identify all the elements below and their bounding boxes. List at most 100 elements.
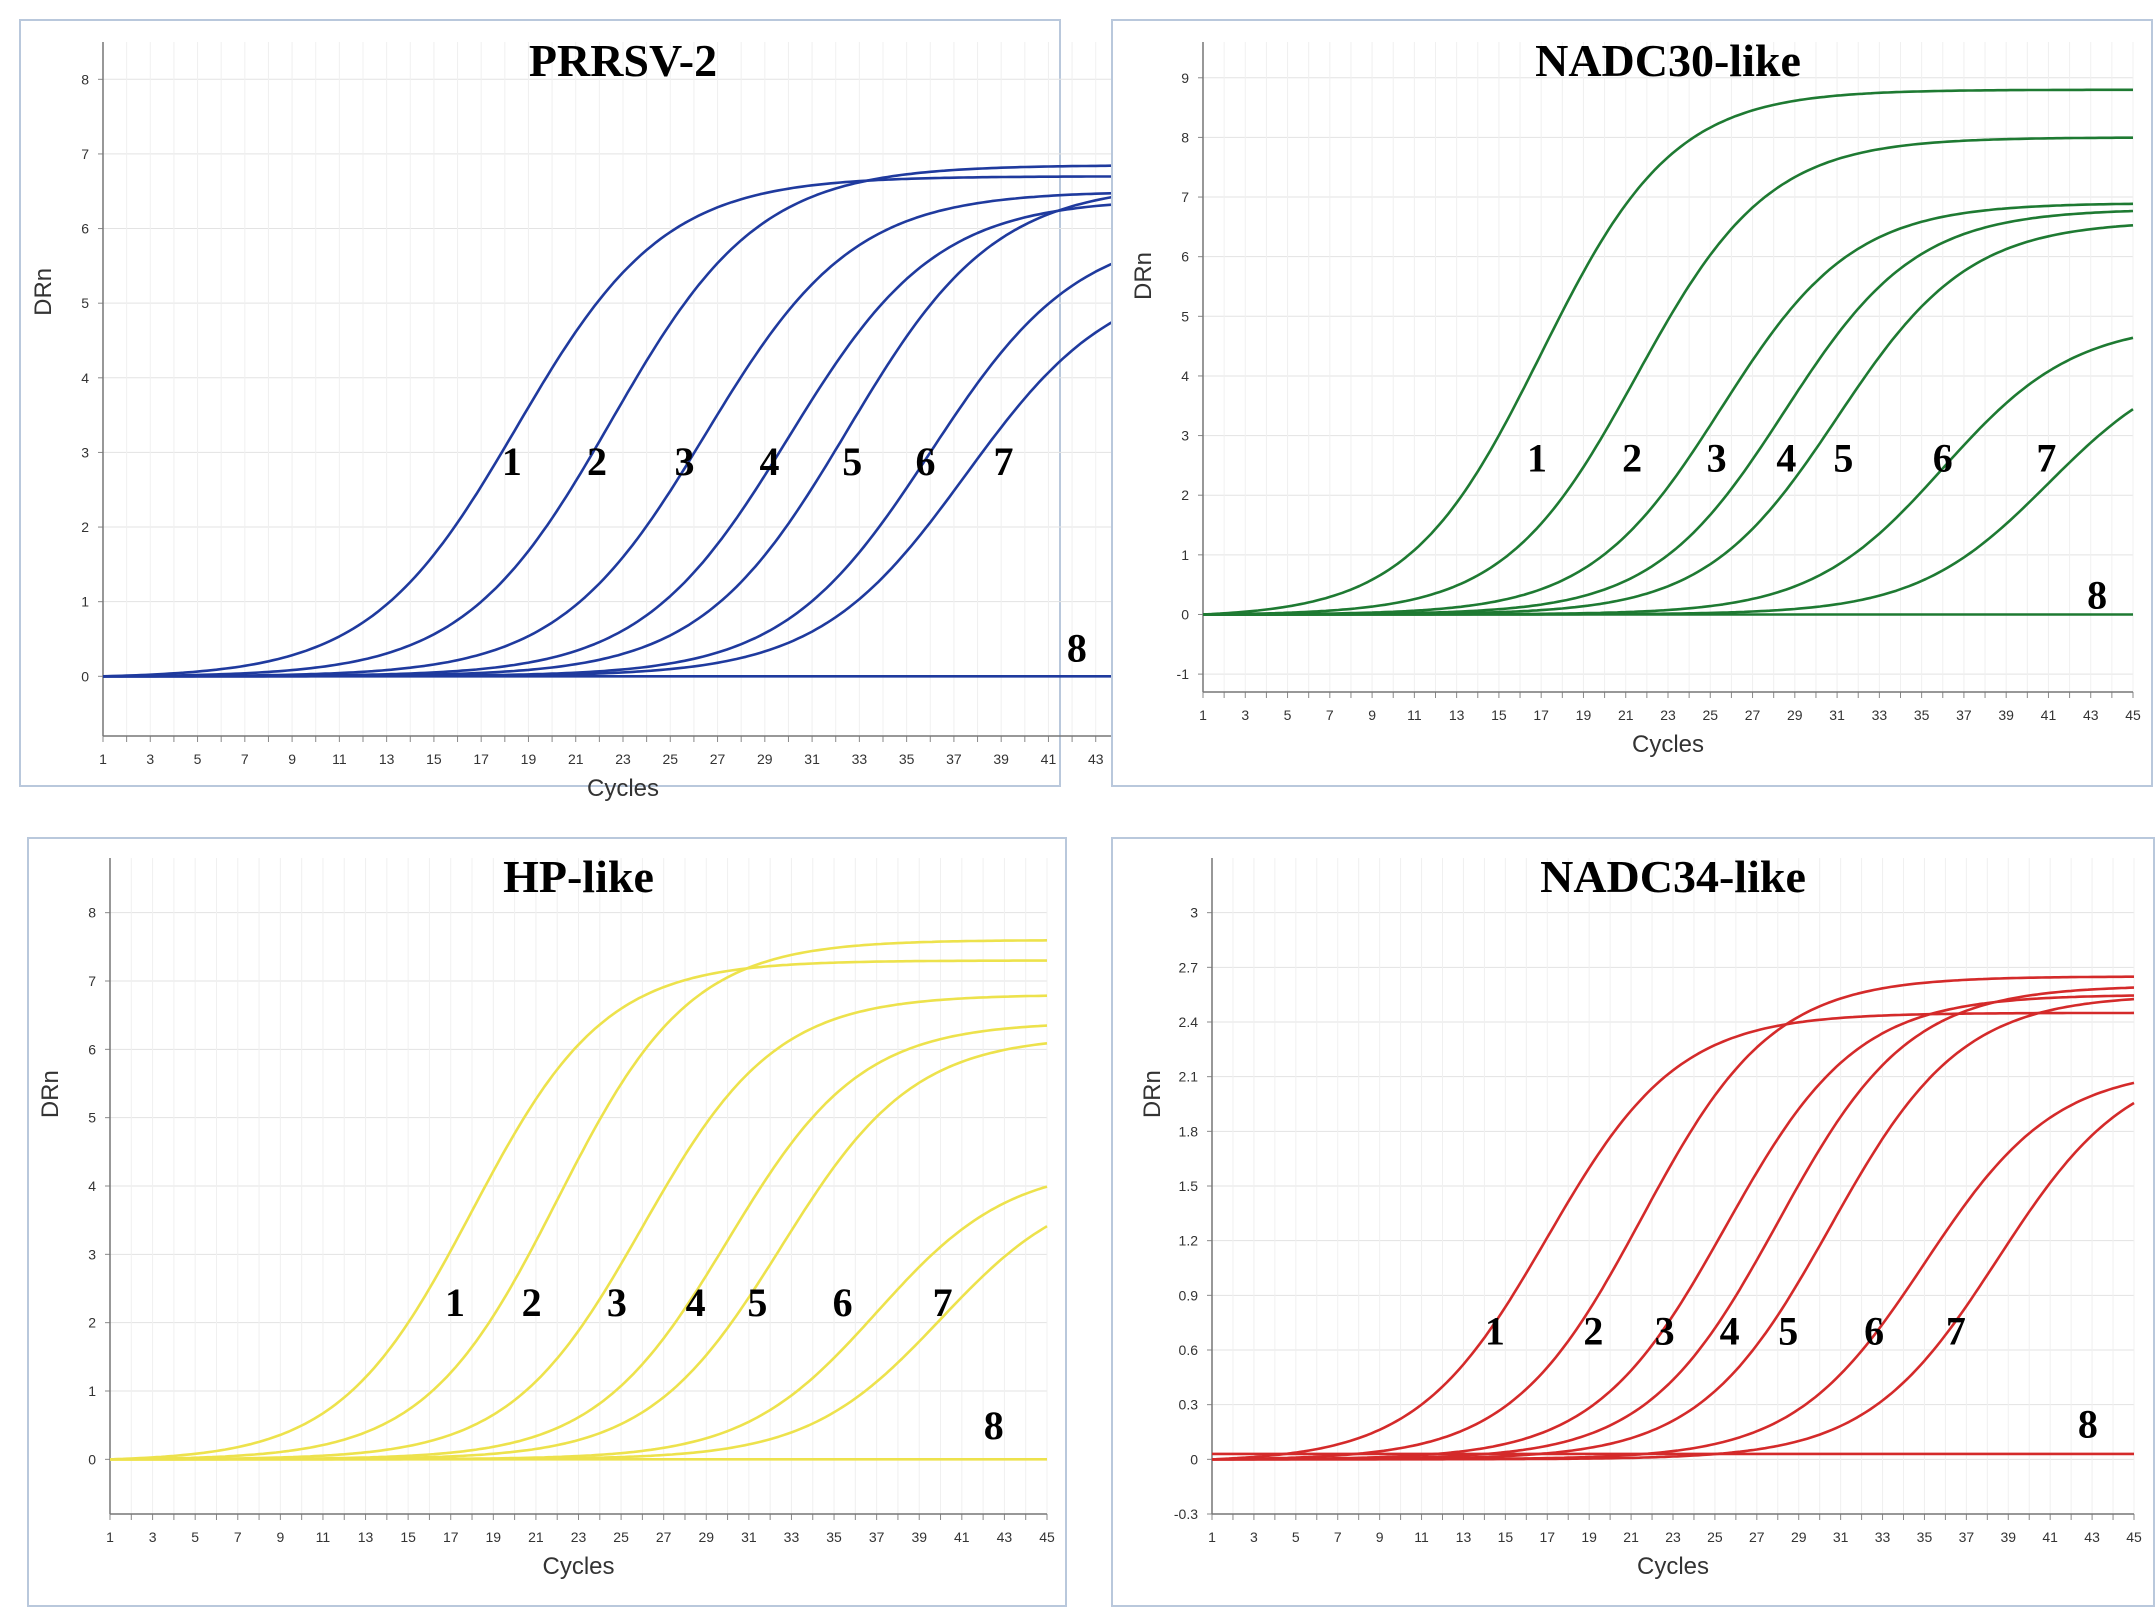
chart-title: PRRSV-2 — [529, 35, 717, 86]
y-tick-label: 0 — [88, 1451, 96, 1467]
y-tick-label: 0.6 — [1179, 1342, 1199, 1358]
x-tick-label: 11 — [332, 751, 347, 767]
x-tick-label: 29 — [1791, 1529, 1807, 1545]
y-tick-label: 6 — [1181, 249, 1189, 265]
curve-label-4: 4 — [1720, 1309, 1740, 1354]
x-tick-label: 9 — [1368, 707, 1376, 723]
y-tick-label: 1 — [88, 1383, 96, 1399]
y-tick-label: 1 — [1181, 547, 1189, 563]
x-tick-label: 19 — [521, 751, 537, 767]
x-tick-label: 9 — [1376, 1529, 1384, 1545]
x-tick-label: 27 — [1745, 707, 1761, 723]
x-tick-label: 3 — [149, 1529, 157, 1545]
y-tick-label: 2.4 — [1179, 1014, 1199, 1030]
x-tick-label: 7 — [1326, 707, 1334, 723]
x-axis-label: Cycles — [1632, 731, 1704, 758]
y-tick-label: 0 — [81, 668, 89, 684]
curve-label-7: 7 — [933, 1280, 953, 1325]
series-line-1 — [1202, 88, 2133, 616]
x-tick-label: 5 — [1284, 707, 1292, 723]
curve-label-8: 8 — [1067, 625, 1087, 670]
x-tick-label: 25 — [662, 751, 678, 767]
x-tick-label: 1 — [1208, 1529, 1216, 1545]
y-tick-label: 0 — [1190, 1451, 1198, 1467]
y-tick-label: 8 — [88, 905, 96, 921]
x-tick-label: 31 — [1829, 707, 1845, 723]
x-tick-label: 5 — [191, 1529, 199, 1545]
x-tick-label: 21 — [1618, 707, 1634, 723]
y-axis-label: DRn — [1139, 1070, 1166, 1118]
x-axis-label: Cycles — [542, 1553, 614, 1580]
y-tick-label: 4 — [81, 370, 89, 386]
y-tick-label: 0.3 — [1179, 1397, 1199, 1413]
y-tick-label: 6 — [81, 221, 89, 237]
x-tick-label: 41 — [954, 1529, 970, 1545]
y-tick-label: 8 — [81, 71, 89, 87]
x-tick-label: 43 — [1088, 751, 1104, 767]
curve-label-4: 4 — [760, 439, 780, 484]
x-tick-label: 27 — [656, 1529, 672, 1545]
series-line-1 — [102, 175, 1143, 678]
x-tick-label: 27 — [1749, 1529, 1765, 1545]
x-tick-label: 35 — [826, 1529, 842, 1545]
x-tick-label: 39 — [911, 1529, 927, 1545]
x-tick-label: 37 — [1959, 1529, 1975, 1545]
series-line-2 — [103, 164, 1143, 678]
x-tick-label: 43 — [2084, 1529, 2100, 1545]
x-axis-label: Cycles — [587, 775, 659, 802]
x-tick-label: 9 — [276, 1529, 284, 1545]
y-tick-label: 2.1 — [1179, 1069, 1199, 1085]
curve-label-2: 2 — [1583, 1309, 1603, 1354]
curve-label-3: 3 — [1707, 435, 1727, 480]
x-tick-label: 1 — [1199, 707, 1207, 723]
x-tick-label: 21 — [568, 751, 584, 767]
x-tick-label: 23 — [571, 1529, 587, 1545]
x-tick-label: 17 — [473, 751, 489, 767]
x-tick-label: 3 — [1241, 707, 1249, 723]
y-axis-label: DRn — [37, 1070, 64, 1118]
x-tick-label: 9 — [288, 751, 296, 767]
curve-label-2: 2 — [522, 1280, 542, 1325]
y-tick-label: 3 — [88, 1246, 96, 1262]
curve-label-8: 8 — [984, 1403, 1004, 1448]
x-tick-label: 7 — [234, 1529, 242, 1545]
curve-label-4: 4 — [1776, 435, 1796, 480]
curve-label-8: 8 — [2087, 573, 2107, 618]
curve-label-3: 3 — [1655, 1309, 1675, 1354]
curve-label-1: 1 — [1485, 1309, 1505, 1354]
y-tick-label: 2.7 — [1179, 959, 1199, 975]
series-line-7 — [1212, 1101, 2135, 1461]
y-tick-label: 7 — [81, 146, 89, 162]
y-tick-label: 4 — [1181, 368, 1189, 384]
y-tick-label: 3 — [81, 444, 89, 460]
y-tick-label: 3 — [1190, 905, 1198, 921]
x-tick-label: 41 — [1041, 751, 1057, 767]
x-tick-label: 17 — [443, 1529, 459, 1545]
y-tick-label: 1 — [81, 594, 89, 610]
x-tick-label: 33 — [784, 1529, 800, 1545]
y-tick-label: -1 — [1177, 666, 1190, 682]
curve-label-6: 6 — [833, 1280, 853, 1325]
y-tick-label: 4 — [88, 1178, 96, 1194]
x-tick-label: 31 — [1833, 1529, 1849, 1545]
x-tick-label: 1 — [106, 1529, 114, 1545]
x-tick-label: 37 — [869, 1529, 885, 1545]
x-tick-label: 19 — [1576, 707, 1592, 723]
panel-nadc34-like: -0.300.30.60.91.21.51.82.12.42.731 3 5 7 9 11… — [1111, 837, 2155, 1607]
x-tick-label: 13 — [379, 751, 395, 767]
x-tick-label: 25 — [1707, 1529, 1723, 1545]
x-tick-label: 45 — [1039, 1529, 1055, 1545]
x-tick-label: 21 — [1623, 1529, 1639, 1545]
x-tick-label: 41 — [2042, 1529, 2058, 1545]
curve-label-5: 5 — [747, 1280, 767, 1325]
x-tick-label: 13 — [1456, 1529, 1472, 1545]
y-tick-label: 2 — [88, 1315, 96, 1331]
x-tick-label: 41 — [2041, 707, 2057, 723]
curve-label-1: 1 — [445, 1280, 465, 1325]
x-tick-label: 39 — [993, 751, 1009, 767]
x-tick-label: 45 — [2125, 707, 2141, 723]
x-tick-label: 13 — [1449, 707, 1465, 723]
y-tick-label: 7 — [88, 973, 96, 989]
series-line-1 — [109, 959, 1047, 1461]
